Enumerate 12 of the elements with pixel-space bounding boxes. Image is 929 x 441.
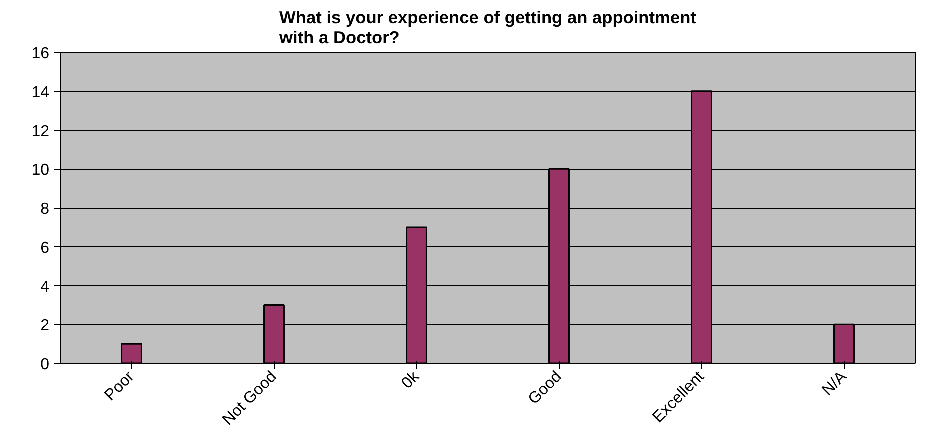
y-tick-label: 12 <box>32 123 50 140</box>
y-tick-label: 10 <box>32 162 50 180</box>
y-tick-label: 4 <box>40 278 50 296</box>
x-tick-label: 0k <box>398 368 424 392</box>
y-tick-label: 8 <box>40 201 50 218</box>
y-tick-label: 16 <box>32 46 50 62</box>
x-tick-label: N/A <box>819 368 850 400</box>
y-tick-label: 14 <box>32 84 50 102</box>
y-tick-label: 0 <box>40 356 50 374</box>
y-tick-label: 6 <box>40 240 50 257</box>
y-tick-label: 2 <box>40 318 50 335</box>
chart-title: What is your experience of getting an appointment with a Doctor? <box>278 8 697 48</box>
